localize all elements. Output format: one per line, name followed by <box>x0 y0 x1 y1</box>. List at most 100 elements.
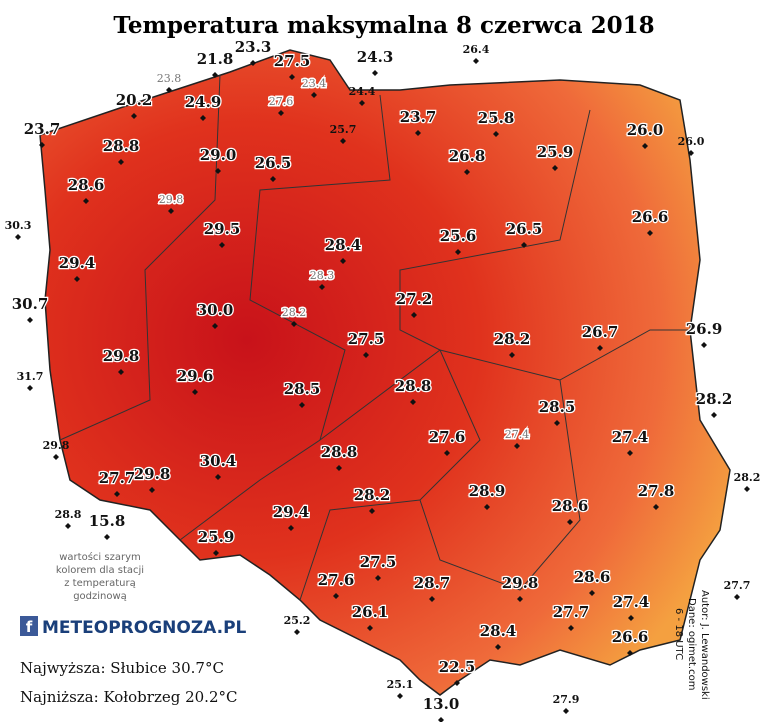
station-marker <box>212 323 218 329</box>
station-marker <box>372 70 378 76</box>
station-value: 28.6 <box>574 568 611 586</box>
station-marker <box>415 130 421 136</box>
station-marker <box>367 625 373 631</box>
station-value: 23.8 <box>157 72 182 85</box>
station-value: 27.4 <box>613 593 650 611</box>
station-marker <box>473 58 479 64</box>
station-value: 30.7 <box>12 295 49 313</box>
station-marker <box>250 60 256 66</box>
logo-icon <box>20 616 38 636</box>
station-marker <box>734 594 740 600</box>
station-value: 26.8 <box>449 147 486 165</box>
min-stat: Najniższa: Kołobrzeg 20.2°C <box>20 688 237 706</box>
station-value: 23.3 <box>235 38 272 56</box>
logo-text: METEOPROGNOZA.PL <box>42 618 247 638</box>
station-value: 28.5 <box>284 380 321 398</box>
station-value: 29.6 <box>177 367 214 385</box>
station-marker <box>299 402 305 408</box>
station-value: 25.9 <box>198 528 235 546</box>
station-value: 25.2 <box>284 614 311 627</box>
station-value: 26.4 <box>463 43 490 56</box>
station-value: 29.4 <box>59 254 96 272</box>
station-marker <box>39 142 45 148</box>
station-marker <box>294 629 300 635</box>
station-value: 25.8 <box>478 109 515 127</box>
station-marker <box>375 575 381 581</box>
note-line: godzinową <box>73 591 127 602</box>
station-marker <box>454 680 460 686</box>
station-value: 28.4 <box>480 622 517 640</box>
station-marker <box>200 115 206 121</box>
station-value: 26.6 <box>612 628 649 646</box>
station-value: 27.7 <box>99 469 136 487</box>
station-marker <box>627 450 633 456</box>
station-value: 26.9 <box>686 320 723 338</box>
station-value: 24.9 <box>185 93 222 111</box>
station-marker <box>711 412 717 418</box>
station-value: 26.0 <box>627 121 664 139</box>
station-value: 25.6 <box>440 227 477 245</box>
station-marker <box>514 443 520 449</box>
station-value: 28.8 <box>321 443 358 461</box>
station-marker <box>359 100 365 106</box>
station-value: 28.6 <box>68 176 105 194</box>
station-marker <box>83 198 89 204</box>
station-marker <box>333 593 339 599</box>
station-marker <box>104 534 110 540</box>
station-marker <box>288 525 294 531</box>
station-marker <box>521 242 527 248</box>
station-value: 26.6 <box>632 208 669 226</box>
country-shape <box>39 49 731 696</box>
station-marker <box>464 169 470 175</box>
station-value: 27.9 <box>553 693 580 706</box>
station-value: 27.5 <box>274 52 311 70</box>
station-value: 28.2 <box>282 306 307 319</box>
title: Temperatura maksymalna 8 czerwca 2018 <box>113 12 654 39</box>
station-marker <box>444 450 450 456</box>
station-marker <box>429 596 435 602</box>
station-marker <box>215 474 221 480</box>
station-value: 20.2 <box>116 91 153 109</box>
station-marker <box>212 72 218 78</box>
station-marker <box>131 113 137 119</box>
station-value: 26.5 <box>255 154 292 172</box>
credit: 6 - 18 UTC <box>673 608 684 660</box>
station-marker <box>15 234 21 240</box>
station-marker <box>291 321 297 327</box>
station-value: 27.6 <box>318 571 355 589</box>
station-marker <box>701 342 707 348</box>
station-value: 29.8 <box>159 193 184 206</box>
station-value: 23.7 <box>400 108 437 126</box>
station-value: 30.3 <box>5 219 32 232</box>
station-marker <box>319 284 325 290</box>
station-marker <box>336 465 342 471</box>
note-line: kolorem dla stacji <box>56 565 144 576</box>
station-value: 28.2 <box>354 486 391 504</box>
station-value: 27.7 <box>553 603 590 621</box>
station-value: 29.8 <box>43 439 70 452</box>
station-value: 28.8 <box>395 377 432 395</box>
station-marker <box>114 491 120 497</box>
station-value: 28.6 <box>552 497 589 515</box>
note: wartości szarym kolorem dla stacji z tem… <box>56 551 144 602</box>
station-value: 26.7 <box>582 323 619 341</box>
station-marker <box>744 486 750 492</box>
station-marker <box>363 352 369 358</box>
region-borders <box>59 74 690 601</box>
station-marker <box>688 150 694 156</box>
station-value: 28.7 <box>414 574 451 592</box>
station-marker <box>495 644 501 650</box>
station-value: 28.2 <box>494 330 531 348</box>
station-value: 30.4 <box>200 452 237 470</box>
station-marker <box>340 258 346 264</box>
station-value: 25.7 <box>330 123 357 136</box>
station-value: 27.8 <box>638 482 675 500</box>
station-value: 21.8 <box>197 50 234 68</box>
station-value: 25.1 <box>387 678 414 691</box>
station-value: 15.8 <box>89 512 126 530</box>
station-value: 26.5 <box>506 220 543 238</box>
station-value: 27.6 <box>269 95 294 108</box>
station-marker <box>642 143 648 149</box>
station-marker <box>278 110 284 116</box>
